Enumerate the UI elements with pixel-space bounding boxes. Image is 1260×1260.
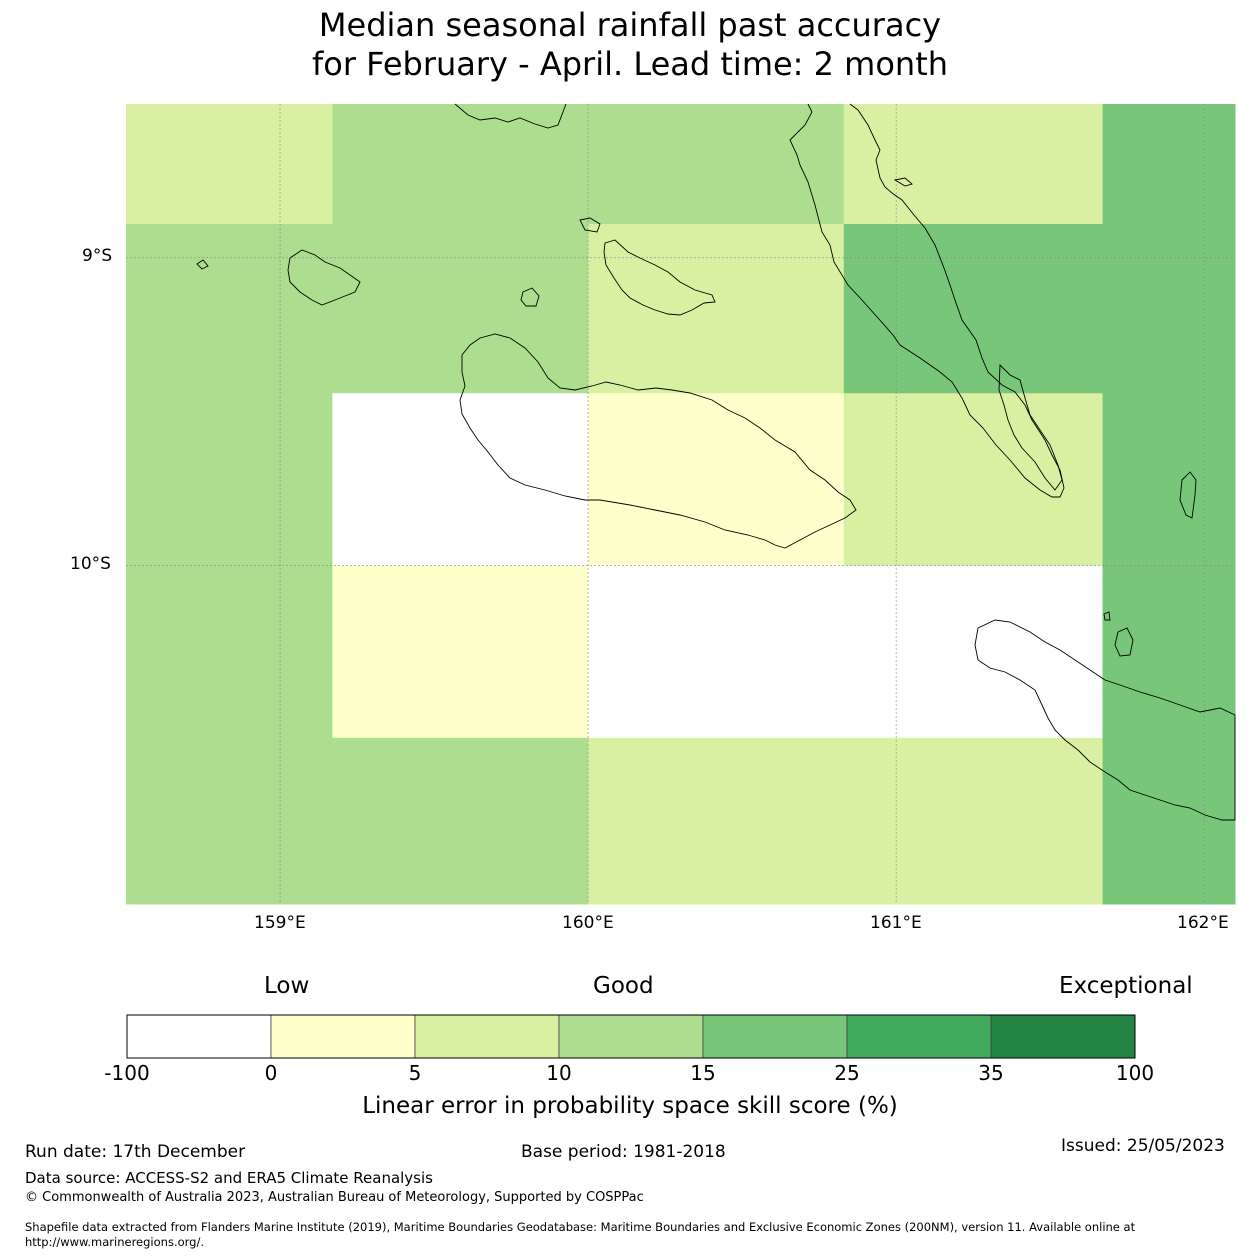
colorbar-segment-3 (558, 1014, 704, 1059)
coastline-nggela (603, 239, 716, 316)
coastlines (196, 103, 1236, 821)
colorbar-segment-5 (846, 1014, 992, 1059)
colorbar-tick-label: 100 (1115, 1061, 1155, 1085)
grid-cell-17 (588, 737, 1104, 905)
coastline-isle-east-1 (1179, 471, 1197, 519)
base-period: Base period: 1981-2018 (521, 1142, 726, 1162)
colorbar-segment-1 (270, 1014, 416, 1059)
coastline-small-malaita (998, 363, 1063, 491)
colorbar-outline (126, 1014, 1136, 1059)
copyright: © Commonwealth of Australia 2023, Austra… (25, 1190, 644, 1205)
grid-cell-7 (126, 393, 333, 567)
colorbar-tick-label: 35 (978, 1061, 1004, 1085)
grid-cell-9 (588, 393, 845, 567)
grid-cell-3 (1102, 104, 1236, 225)
grid-cell-13 (332, 565, 589, 739)
grid-cell-10 (843, 393, 1104, 567)
coastline-north-islet (893, 177, 913, 187)
y-tick-label-9s: 9°S (82, 246, 113, 266)
coastline-malaita (789, 103, 1065, 498)
skill-grid (126, 104, 1236, 905)
grid-cell-4 (126, 224, 589, 394)
colorbar-label: Linear error in probability space skill … (362, 1093, 898, 1119)
graticule (126, 104, 1235, 904)
data-source: Data source: ACCESS-S2 and ERA5 Climate … (25, 1169, 433, 1187)
issued-date: Issued: 25/05/2023 (1061, 1136, 1225, 1156)
grid-cell-18 (1102, 737, 1236, 905)
colorbar-tick-label: -100 (104, 1061, 150, 1085)
chart-title-line1: Median seasonal rainfall past accuracy (318, 6, 942, 44)
grid-cell-6 (843, 224, 1236, 394)
x-tick-label-161e: 161°E (870, 913, 922, 933)
coastline-russell (287, 249, 361, 306)
coastline-isle-east-2 (1114, 627, 1134, 657)
y-tick-label-10s: 10°S (70, 554, 111, 574)
chart-title-line2: for February - April. Lead time: 2 month (311, 45, 949, 83)
colorbar-tick-label: 5 (408, 1061, 422, 1085)
colorbar-segment-4 (702, 1014, 848, 1059)
coastline-savo (520, 287, 540, 307)
colorbar (126, 1014, 1136, 1059)
colorbar-tick-label: 0 (264, 1061, 278, 1085)
coastline-nggela-north (579, 217, 601, 233)
coastline-guadalcanal (459, 333, 857, 549)
colorbar-word-exceptional: Exceptional (1059, 973, 1193, 999)
coastline-makira (974, 619, 1236, 821)
colorbar-word-low: Low (264, 973, 310, 999)
shapefile-credit: Shapefile data extracted from Flanders M… (25, 1220, 1136, 1249)
colorbar-tick-label: 10 (546, 1061, 572, 1085)
coastline-isle-east-3 (1103, 611, 1111, 621)
grid-cell-2 (843, 104, 1104, 225)
run-date: Run date: 17th December (25, 1142, 246, 1162)
colorbar-segment-2 (414, 1014, 560, 1059)
grid-cell-0 (126, 104, 333, 225)
coastline-north-shore (454, 103, 567, 129)
grid-cell-12 (126, 565, 333, 739)
x-tick-label-159e: 159°E (254, 913, 306, 933)
x-tick-label-162e: 162°E (1177, 913, 1229, 933)
grid-cell-11 (1102, 393, 1236, 567)
x-tick-label-160e: 160°E (562, 913, 614, 933)
colorbar-segment-6 (990, 1014, 1136, 1059)
grid-cell-5 (588, 224, 845, 394)
colorbar-word-good: Good (593, 973, 654, 999)
grid-cell-14 (588, 565, 1104, 739)
grid-cell-8 (332, 393, 589, 567)
grid-cell-16 (126, 737, 589, 905)
colorbar-tick-label: 25 (834, 1061, 860, 1085)
grid-cell-15 (1102, 565, 1236, 739)
coastline-small-isle-west (196, 259, 209, 270)
colorbar-segment-0 (126, 1014, 272, 1059)
colorbar-tick-label: 15 (690, 1061, 716, 1085)
